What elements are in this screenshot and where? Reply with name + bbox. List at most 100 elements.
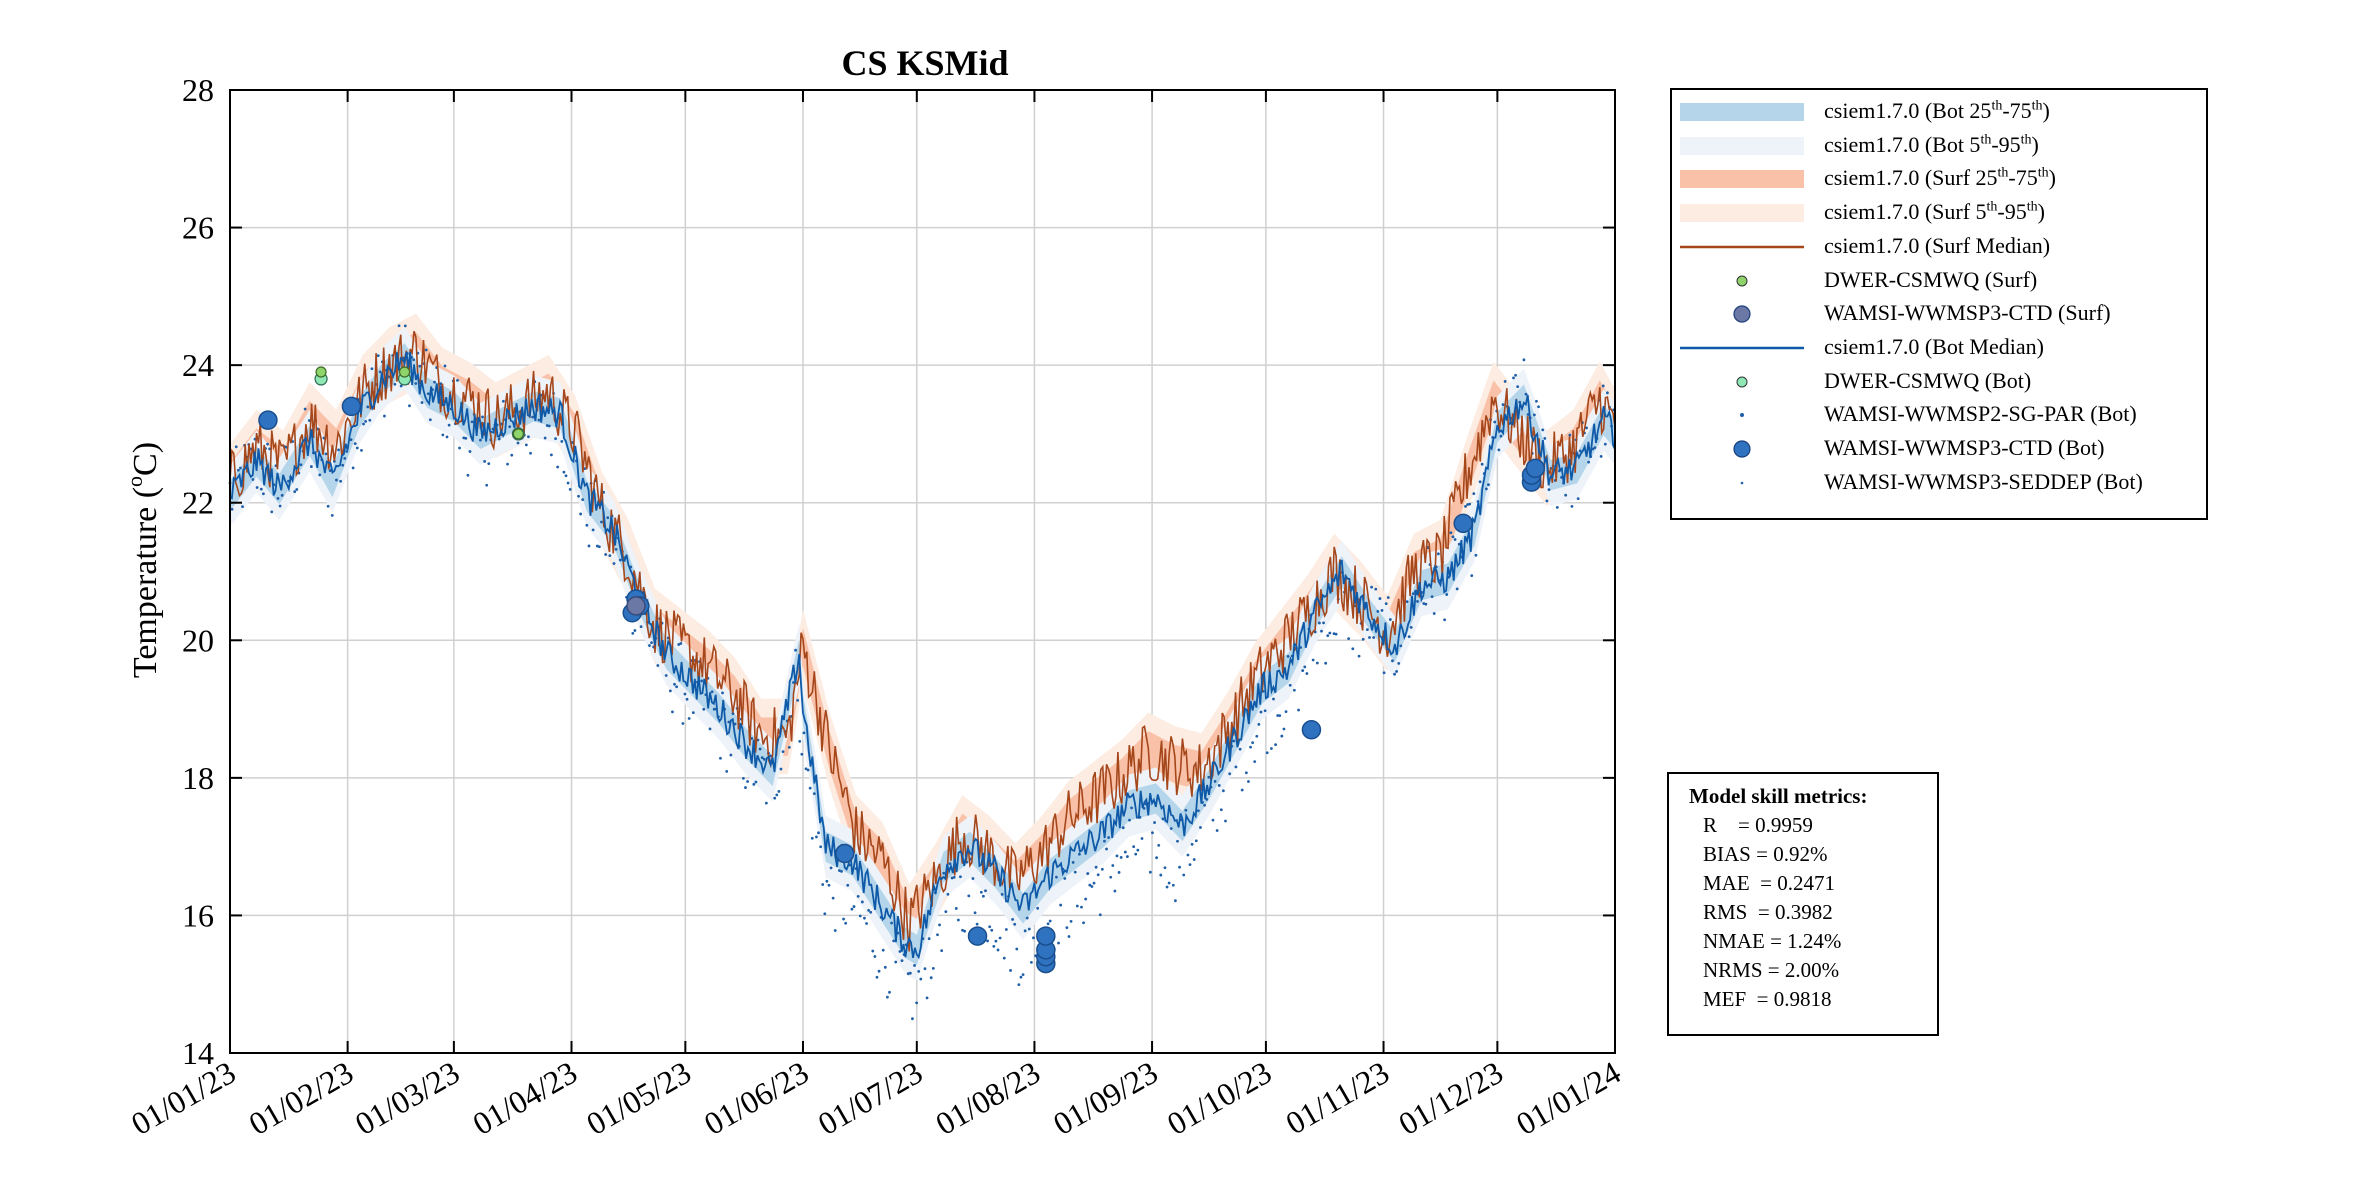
bot-25-75-band [230, 343, 1615, 965]
sensor-point [1219, 808, 1223, 812]
axis-ticks [229, 89, 1616, 1054]
ctd-bot-point [1453, 513, 1473, 534]
sensor-point [915, 1001, 919, 1005]
sensor-point [1599, 455, 1603, 458]
sensor-point [1228, 772, 1232, 776]
sensor-point [1176, 839, 1179, 843]
sensor-point [543, 436, 547, 440]
sensor-point [687, 717, 691, 720]
sensor-point [856, 895, 860, 898]
sensor-point [1524, 392, 1528, 396]
sensor-point [675, 685, 679, 689]
y-axis-label: Temperature (oC) [122, 442, 164, 678]
legend-label: csiem1.7.0 (Bot 25th-75th) [1824, 98, 2050, 123]
sensor-point [1075, 904, 1079, 908]
legend-marker [1733, 440, 1751, 458]
sensor-point [397, 324, 401, 328]
sensor-point [549, 453, 553, 457]
sensor-point [1190, 842, 1194, 846]
sensor-point [940, 949, 944, 953]
sensor-point [1215, 829, 1219, 832]
sensor-point [752, 782, 756, 786]
sensor-point [1025, 916, 1029, 920]
sensor-point [754, 780, 758, 784]
sensor-point [1253, 760, 1257, 764]
sensor-point [524, 443, 528, 447]
legend-item-dwer_bot: DWER-CSMWQ (Bot) [1672, 366, 2206, 398]
sensor-point [1518, 400, 1522, 404]
sensor-point [1196, 809, 1200, 813]
legend-item-sgpar_bot: WAMSI-WWMSP2-SG-PAR (Bot) [1672, 399, 2206, 431]
legend-marker [1736, 376, 1748, 388]
sensor-point [1578, 449, 1582, 453]
sensor-point [426, 392, 430, 396]
y-tick-label: 18 [182, 760, 214, 796]
sensor-point [727, 720, 731, 724]
y-tick-labels: 14 16 18 20 22 24 26 28 [182, 72, 214, 1071]
sensor-point [673, 682, 676, 686]
sensor-point [1182, 873, 1186, 877]
sensor-point [1128, 818, 1131, 822]
sensor-point [339, 479, 343, 483]
sensor-point [681, 722, 685, 725]
sensor-point [1240, 788, 1244, 792]
x-tick-label: 01/08/23 [929, 1054, 1046, 1142]
sensor-point [597, 545, 601, 549]
sensor-point [846, 883, 850, 887]
sensor-point [1027, 927, 1031, 931]
sensor-point [777, 790, 781, 793]
sensor-point [1163, 866, 1167, 870]
sensor-point [942, 871, 946, 875]
sensor-point [1136, 848, 1140, 852]
sensor-point [823, 912, 827, 916]
sensor-point [850, 907, 854, 911]
sensor-point [1244, 771, 1248, 775]
sensor-point [825, 879, 829, 883]
sensor-point [1603, 442, 1607, 446]
sensor-point [1063, 877, 1067, 880]
sensor-point [1357, 654, 1361, 658]
sensor-point [967, 894, 971, 898]
sensor-point [1234, 765, 1238, 769]
sensor-point [927, 937, 931, 941]
sensor-point [1478, 480, 1482, 484]
x-tick-label: 01/01/24 [1510, 1054, 1627, 1142]
sensor-point [1224, 819, 1227, 823]
sensor-point [721, 691, 724, 695]
sensor-point [1516, 385, 1520, 389]
sensor-point [303, 407, 307, 411]
sensor-point [998, 936, 1002, 940]
sensor-point [368, 418, 372, 422]
sensor-point [370, 367, 374, 371]
sensor-point [925, 996, 929, 1000]
sensor-point [330, 514, 334, 517]
sensor-point [1030, 961, 1033, 964]
sensor-point [554, 437, 557, 441]
sensor-point [1382, 671, 1386, 675]
sensor-point [1593, 446, 1597, 450]
sensor-point [276, 497, 280, 500]
sensor-point [683, 692, 687, 696]
sensor-point [1192, 858, 1196, 861]
sensor-point [769, 754, 772, 758]
sensor-point [708, 727, 712, 731]
sensor-point [1361, 637, 1365, 641]
skill-metric-mef: MEF = 0.9818 [1703, 987, 1832, 1011]
sensor-point [1395, 670, 1399, 673]
skill-metrics-title: Model skill metrics: [1689, 784, 1868, 808]
sensor-point [612, 562, 616, 565]
sensor-point [821, 883, 825, 886]
sensor-point [982, 894, 985, 898]
sensor-point [1372, 636, 1376, 639]
sensor-point [1065, 926, 1069, 930]
sensor-point [1541, 428, 1545, 432]
sensor-point [1587, 460, 1591, 464]
sensor-point [341, 463, 345, 467]
sensor-point [831, 896, 835, 900]
sensor-point [1232, 739, 1236, 743]
sensor-point [648, 644, 651, 647]
sensor-point [280, 493, 284, 497]
legend-swatch [1680, 136, 1804, 155]
sensor-point [1004, 928, 1008, 931]
sensor-point [441, 433, 445, 437]
